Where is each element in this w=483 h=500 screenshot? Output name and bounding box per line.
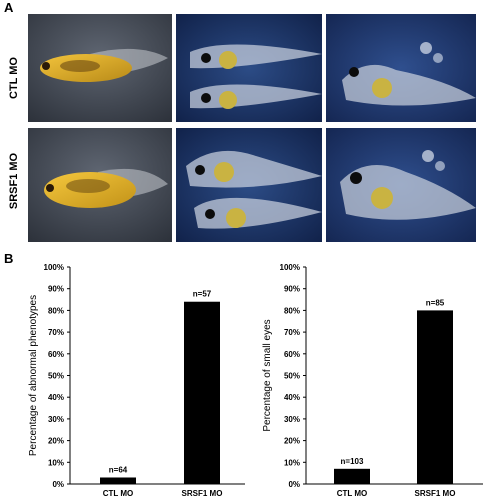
y-tick-label: 50%	[48, 372, 64, 381]
row-label-srsf1: SRSF1 MO	[8, 152, 20, 210]
y-tick-label: 70%	[48, 328, 64, 337]
photo-srsf1-closeup	[326, 128, 476, 242]
y-tick-label: 70%	[284, 328, 300, 337]
y-tick-label: 80%	[284, 306, 300, 315]
bar-data-label: n=57	[193, 290, 212, 299]
bar-data-label: n=103	[341, 457, 364, 466]
row-label-ctl: CTL MO	[8, 57, 20, 99]
y-tick-label: 30%	[48, 415, 64, 424]
bar-data-label: n=64	[109, 465, 128, 474]
x-tick-label: SRSF1 MO	[182, 489, 223, 498]
bar	[417, 310, 453, 484]
panel-a-label: A	[4, 0, 14, 15]
photo-srsf1-dorsal-pair	[176, 128, 322, 242]
y-tick-label: 40%	[48, 393, 64, 402]
y-tick-label: 20%	[284, 437, 300, 446]
bar-data-label: n=85	[426, 298, 445, 307]
photo-ctl-closeup	[326, 14, 476, 122]
photo-ctl-lateral	[28, 14, 172, 122]
y-tick-label: 90%	[284, 285, 300, 294]
y-tick-label: 10%	[284, 458, 300, 467]
tadpole-pair-image	[176, 14, 322, 122]
y-tick-label: 60%	[48, 350, 64, 359]
x-tick-label: SRSF1 MO	[415, 489, 456, 498]
chart-small-eyes: 0% 10% 20% 30% 40% 50% 60% 70% 80% 90% 100% Percent…	[262, 263, 483, 498]
y-tick-label: 0%	[288, 480, 300, 489]
x-tick-label: CTL MO	[103, 489, 134, 498]
photo-srsf1-lateral	[28, 128, 172, 242]
y-tick-label: 60%	[284, 350, 300, 359]
chart-abnormal-phenotypes: 0% 10% 20% 30% 40% 50% 60% 70% 80% 90% 100% Percent…	[28, 263, 245, 498]
y-tick-label: 100%	[44, 263, 64, 272]
y-tick-label: 80%	[48, 306, 64, 315]
y-tick-label: 100%	[280, 263, 300, 272]
y-tick-label: 10%	[48, 458, 64, 467]
y-tick-label: 30%	[284, 415, 300, 424]
y-tick-label: 90%	[48, 285, 64, 294]
panel-b-label: B	[4, 251, 14, 266]
y-tick-label: 0%	[52, 480, 64, 489]
y-tick-label: 50%	[284, 372, 300, 381]
bar	[184, 301, 220, 484]
y-tick-label: 40%	[284, 393, 300, 402]
tadpole-closeup-image	[326, 14, 476, 122]
tadpole-lateral-image	[28, 14, 172, 122]
y-tick-label: 20%	[48, 437, 64, 446]
tadpole-lateral-image	[28, 128, 172, 242]
tadpole-closeup-image	[326, 128, 476, 242]
x-tick-label: CTL MO	[337, 489, 368, 498]
bar	[334, 468, 370, 484]
photo-ctl-dorsal-pair	[176, 14, 322, 122]
bar	[100, 477, 136, 484]
y-axis-label: Percentage of abnormal phenotypes	[28, 295, 39, 456]
y-axis-label: Percentage of small eyes	[262, 319, 273, 431]
tadpole-pair-image	[176, 128, 322, 242]
